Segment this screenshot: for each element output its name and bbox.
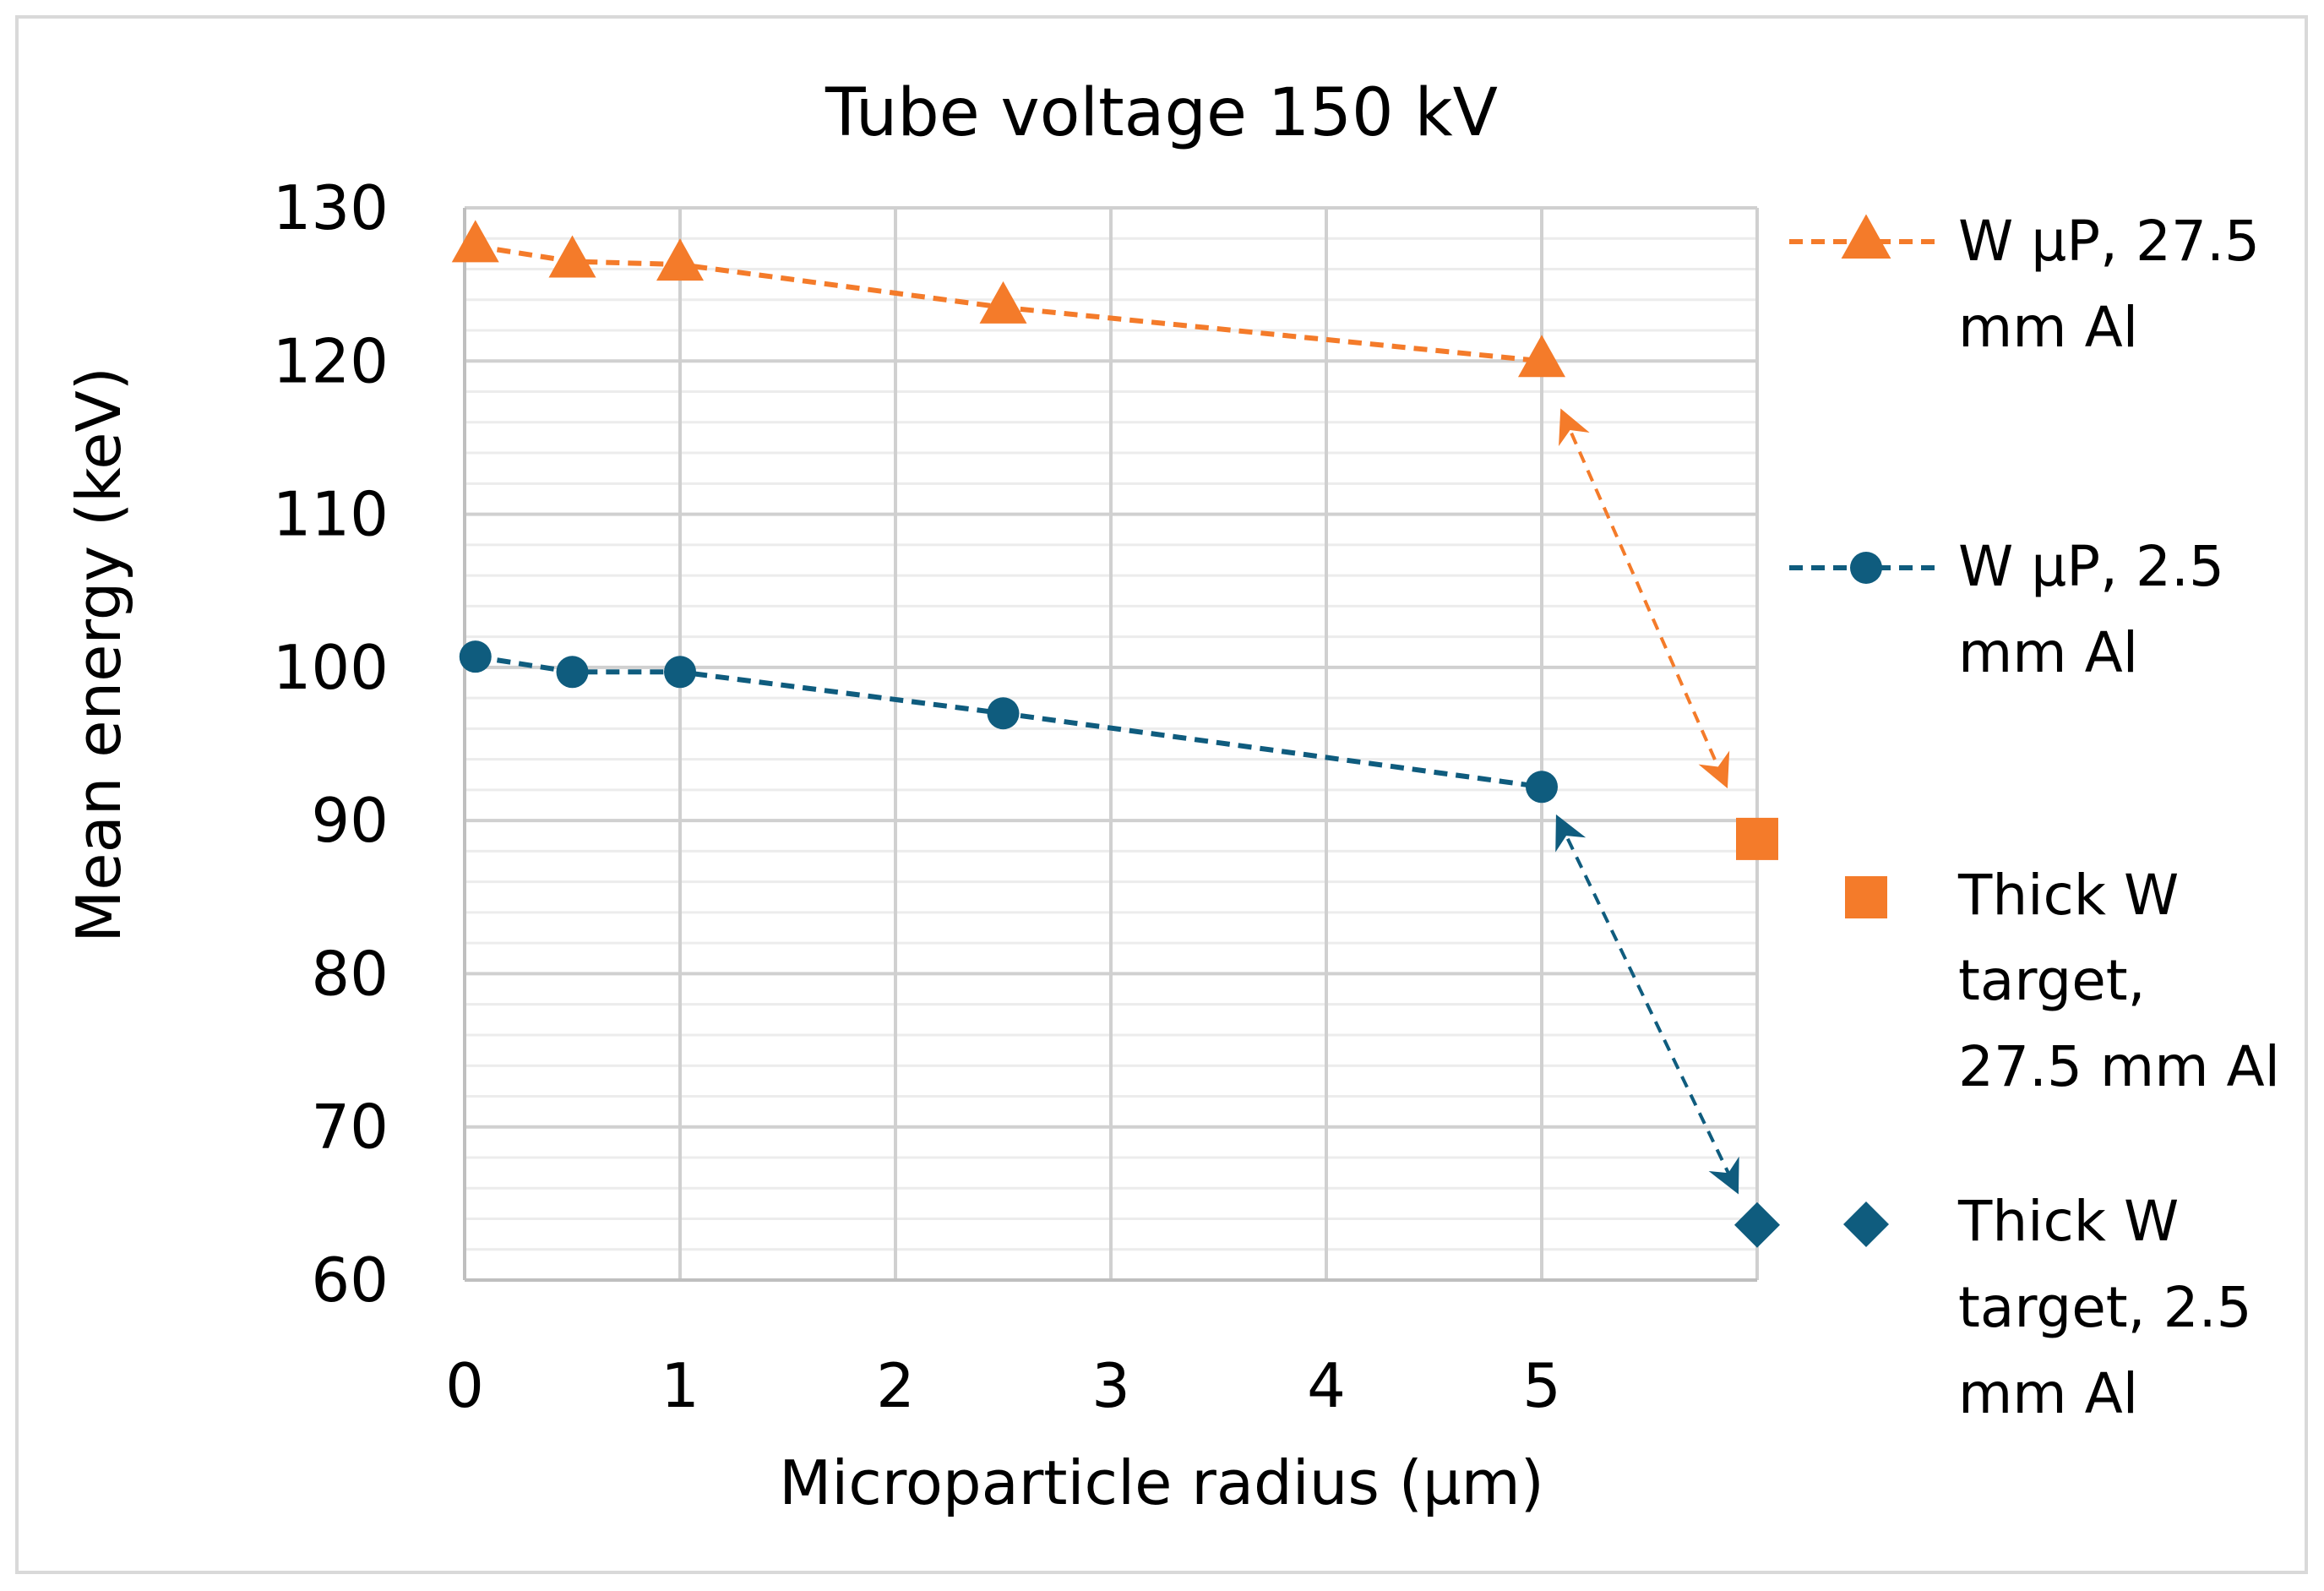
legend-label: mm Al bbox=[1958, 295, 2138, 360]
legend-entry-1: W μP, 2.5 mm Al bbox=[1789, 534, 2224, 685]
x-tick-label: 0 bbox=[445, 1350, 484, 1421]
series-2 bbox=[1736, 817, 1778, 860]
x-tick-labels: 0 1 2 3 4 5 bbox=[445, 1350, 1561, 1421]
legend-entry-3: Thick W target, 2.5 mm Al bbox=[1843, 1189, 2252, 1426]
legend-marker-square bbox=[1845, 876, 1887, 918]
y-tick-label: 80 bbox=[311, 938, 389, 1009]
data-point-triangle bbox=[1518, 335, 1565, 378]
data-point-circle bbox=[987, 697, 1020, 730]
x-tick-label: 3 bbox=[1091, 1350, 1130, 1421]
data-point-circle bbox=[459, 640, 492, 673]
y-tick-label: 120 bbox=[273, 325, 389, 396]
y-tick-label: 130 bbox=[273, 172, 389, 243]
y-tick-label: 70 bbox=[311, 1092, 389, 1163]
legend-label: Thick W bbox=[1957, 863, 2179, 928]
x-tick-label: 5 bbox=[1522, 1350, 1561, 1421]
series-1 bbox=[459, 640, 1558, 804]
legend-label: target, bbox=[1958, 948, 2146, 1013]
y-axis-label: Mean energy (keV) bbox=[63, 367, 134, 943]
chart-frame bbox=[15, 15, 2308, 1574]
data-point-circle bbox=[556, 656, 589, 689]
series-3 bbox=[1734, 1201, 1780, 1248]
axes bbox=[463, 208, 1757, 1282]
legend-label: W μP, 27.5 bbox=[1958, 209, 2260, 274]
legend-marker-triangle bbox=[1841, 214, 1891, 259]
annotation-double-arrow bbox=[1555, 814, 1739, 1195]
data-point-diamond bbox=[1734, 1201, 1780, 1248]
x-axis-label: Microparticle radius (μm) bbox=[779, 1447, 1544, 1518]
legend-entry-2: Thick W target, 27.5 mm Al bbox=[1845, 863, 2280, 1099]
data-point-circle bbox=[664, 656, 696, 689]
legend-label: Thick W bbox=[1957, 1189, 2179, 1254]
data-series bbox=[451, 220, 1780, 1248]
y-tick-label: 100 bbox=[273, 632, 389, 703]
gridlines bbox=[465, 206, 1759, 1282]
x-tick-label: 2 bbox=[876, 1350, 915, 1421]
y-tick-label: 90 bbox=[311, 785, 389, 856]
y-tick-label: 60 bbox=[311, 1245, 389, 1316]
legend-marker-circle bbox=[1850, 552, 1882, 584]
legend-label: mm Al bbox=[1958, 620, 2138, 685]
data-point-triangle bbox=[979, 281, 1027, 324]
legend-entry-0: W μP, 27.5 mm Al bbox=[1789, 209, 2260, 360]
legend-label: target, 2.5 bbox=[1958, 1275, 2252, 1340]
x-tick-label: 4 bbox=[1307, 1350, 1346, 1421]
legend: W μP, 27.5 mm Al W μP, 2.5 mm Al Thick W targ… bbox=[1789, 209, 2280, 1426]
data-point-circle bbox=[1526, 771, 1558, 804]
y-tick-labels: 60 70 80 90 100 110 120 130 bbox=[273, 172, 389, 1316]
data-point-triangle bbox=[656, 238, 704, 281]
arrow-annotations bbox=[1555, 408, 1739, 1195]
chart-title: Tube voltage 150 kV bbox=[825, 75, 1498, 151]
legend-marker-diamond bbox=[1843, 1201, 1889, 1247]
legend-label: W μP, 2.5 bbox=[1958, 534, 2224, 599]
legend-label: mm Al bbox=[1958, 1361, 2138, 1426]
data-point-triangle bbox=[548, 235, 596, 278]
y-tick-label: 110 bbox=[273, 479, 389, 550]
series-0 bbox=[451, 220, 1565, 378]
data-point-square bbox=[1736, 817, 1778, 860]
data-point-triangle bbox=[451, 220, 499, 263]
x-tick-label: 1 bbox=[661, 1350, 699, 1421]
legend-label: 27.5 mm Al bbox=[1958, 1034, 2280, 1099]
annotation-double-arrow bbox=[1559, 408, 1730, 789]
